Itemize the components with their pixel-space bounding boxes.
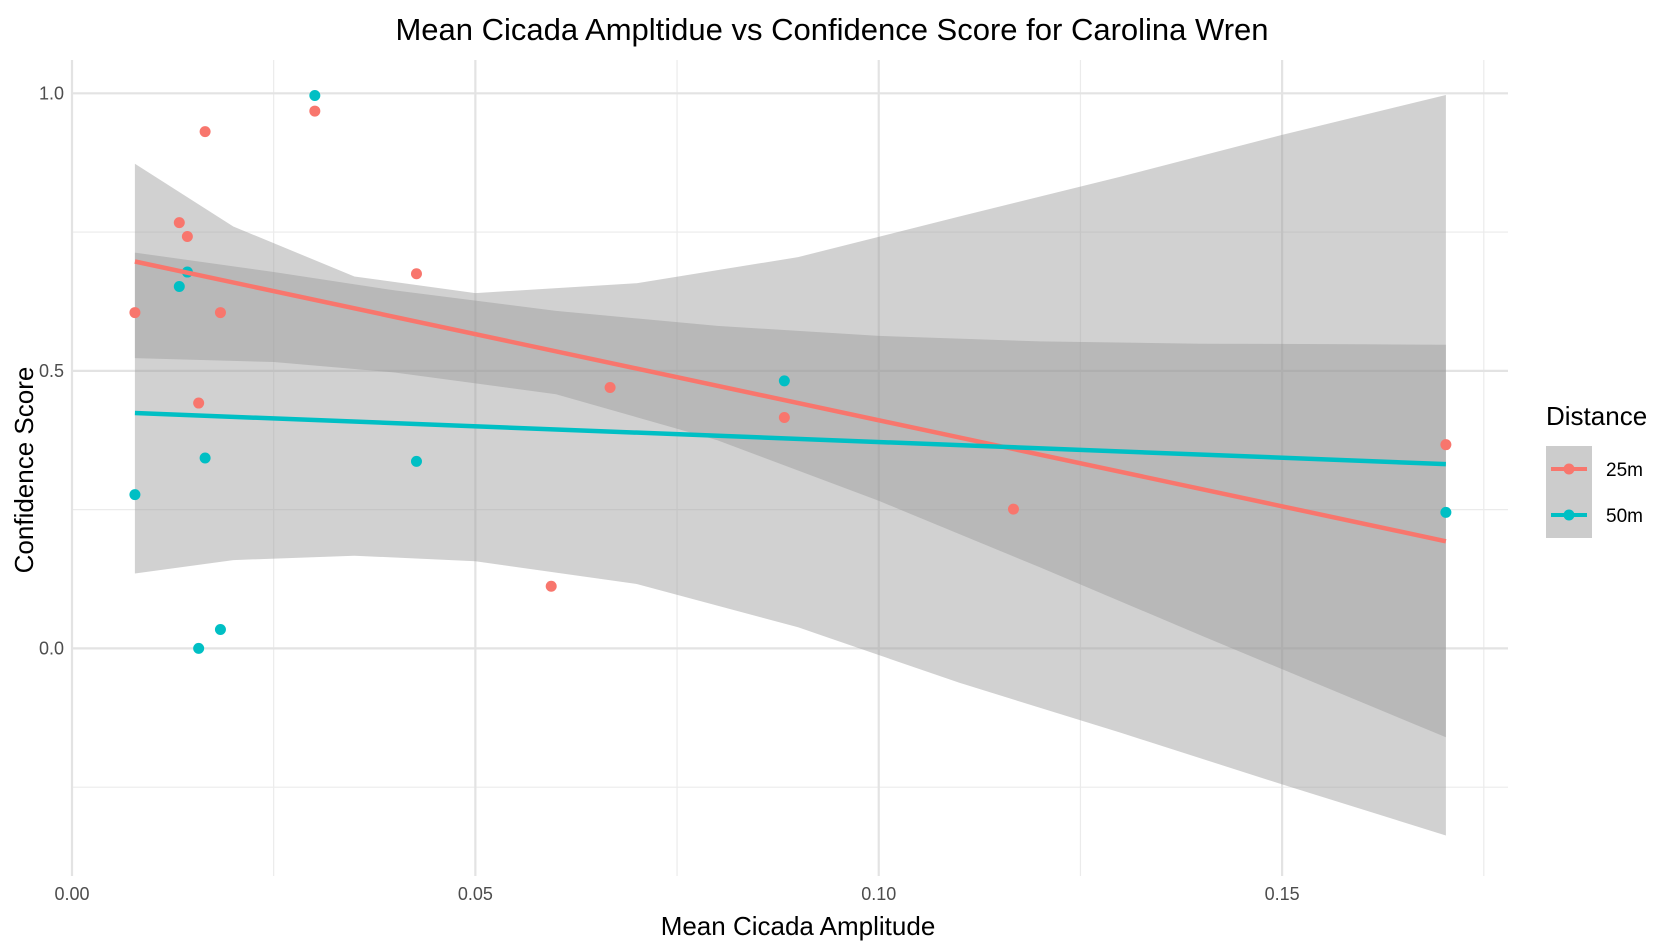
confidence-band-50m [134, 95, 1446, 836]
legend-key-point-25m [1563, 463, 1575, 475]
legend: Distance 25m 50m [1546, 401, 1647, 538]
x-tick-label: 0.00 [54, 884, 89, 904]
fit-lines [134, 259, 1447, 544]
chart-title: Mean Cicada Ampltidue vs Confidence Scor… [395, 12, 1268, 47]
data-point-25m [129, 307, 141, 319]
data-point-25m [545, 580, 557, 592]
data-point-25m [410, 268, 422, 280]
fit-line-50m [134, 410, 1446, 467]
data-point-25m [173, 217, 185, 229]
fit-line-25m [134, 259, 1447, 544]
data-point-50m [214, 624, 226, 636]
legend-title: Distance [1546, 401, 1647, 431]
data-point-25m [1007, 503, 1019, 515]
data-point-50m [410, 455, 422, 467]
data-point-25m [199, 126, 211, 138]
data-point-50m [778, 375, 790, 387]
plot-area [70, 60, 1508, 876]
data-point-50m [199, 452, 211, 464]
x-axis-ticks: 0.00 0.05 0.10 0.15 [54, 884, 1299, 904]
data-point-25m [181, 231, 193, 243]
y-tick-label: 0.0 [39, 638, 64, 658]
x-axis-title: Mean Cicada Amplitude [661, 911, 936, 941]
data-point-25m [1440, 439, 1452, 451]
data-point-25m [604, 382, 616, 394]
data-point-50m [1440, 506, 1452, 518]
data-point-50m [129, 489, 141, 501]
x-tick-label: 0.05 [458, 884, 493, 904]
confidence-bands [134, 95, 1446, 836]
data-point-25m [214, 307, 226, 319]
y-tick-label: 0.5 [39, 361, 64, 381]
x-tick-label: 0.10 [861, 884, 896, 904]
y-axis-title: Confidence Score [9, 367, 39, 574]
x-tick-label: 0.15 [1265, 884, 1300, 904]
data-point-25m [309, 105, 321, 117]
data-point-50m [193, 642, 205, 654]
legend-keys: 25m 50m [1546, 446, 1643, 538]
data-points [129, 90, 1452, 654]
data-point-50m [309, 90, 321, 102]
y-axis-ticks: 0.0 0.5 1.0 [39, 83, 64, 658]
gridlines [70, 60, 1508, 876]
y-tick-label: 1.0 [39, 83, 64, 103]
confidence-band-25m [134, 252, 1446, 738]
legend-label-50m: 50m [1606, 506, 1643, 527]
data-point-50m [173, 280, 185, 292]
legend-label-25m: 25m [1606, 460, 1643, 481]
data-point-25m [778, 411, 790, 423]
legend-key-point-50m [1563, 509, 1575, 521]
data-point-25m [193, 397, 205, 409]
